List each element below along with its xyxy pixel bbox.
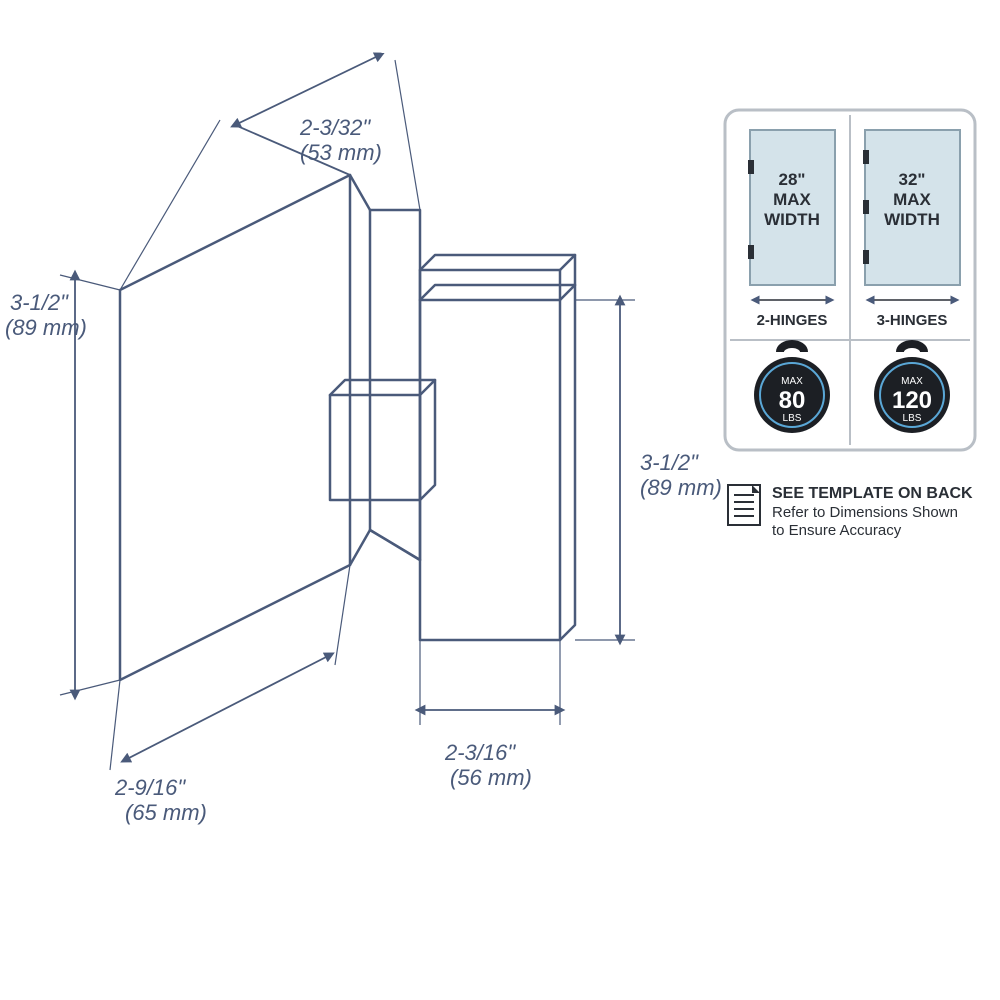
spec-panel: 28" MAX WIDTH 2-HINGES 32" MAX WIDTH 3-H…	[725, 110, 975, 450]
dim-left-height-metric: (89 mm)	[5, 315, 87, 340]
hinge-drawing	[120, 175, 575, 680]
door1-line2: MAX	[773, 190, 811, 209]
dim-top-width: 2-3/32"	[299, 115, 371, 140]
document-icon	[728, 485, 760, 525]
weight2-value: 120	[892, 387, 932, 414]
note-line1: Refer to Dimensions Shown	[772, 504, 958, 521]
weight-icon-1: MAX 80 LBS	[754, 344, 830, 433]
weight2-max: MAX	[901, 376, 923, 387]
weight1-max: MAX	[781, 376, 803, 387]
weight-icon-2: MAX 120 LBS	[874, 344, 950, 433]
weight1-unit: LBS	[783, 413, 802, 424]
template-note: SEE TEMPLATE ON BACK Refer to Dimensions…	[728, 485, 973, 539]
dim-bottom-width-metric: (56 mm)	[450, 765, 532, 790]
door2-line1: 32"	[899, 170, 926, 189]
dim-right-height: 3-1/2"	[640, 450, 699, 475]
door1-hinges: 2-HINGES	[757, 312, 828, 329]
note-title: SEE TEMPLATE ON BACK	[772, 485, 973, 502]
dim-right-height-metric: (89 mm)	[640, 475, 722, 500]
dim-left-height: 3-1/2"	[10, 290, 69, 315]
door2-line2: MAX	[893, 190, 931, 209]
door1-line1: 28"	[779, 170, 806, 189]
dim-top-width-metric: (53 mm)	[300, 140, 382, 165]
door2-line3: WIDTH	[884, 210, 940, 229]
weight1-value: 80	[779, 387, 806, 414]
door2-hinges: 3-HINGES	[877, 312, 948, 329]
dim-bottom-width: 2-3/16"	[444, 740, 516, 765]
note-line2: to Ensure Accuracy	[772, 522, 902, 539]
dim-left-depth: 2-9/16"	[114, 775, 186, 800]
door1-line3: WIDTH	[764, 210, 820, 229]
dim-left-depth-metric: (65 mm)	[125, 800, 207, 825]
weight2-unit: LBS	[903, 413, 922, 424]
